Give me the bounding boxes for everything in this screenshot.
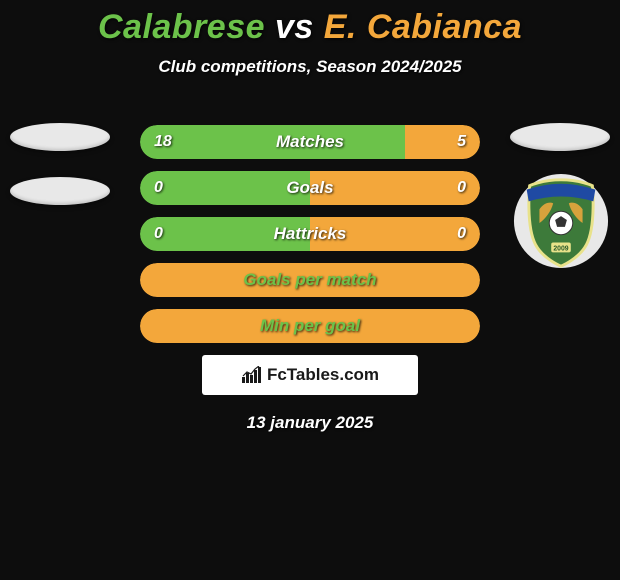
date-label: 13 january 2025 [0,413,620,433]
stat-bar: 00Hattricks [140,217,480,251]
stat-label: Hattricks [140,224,480,244]
bar-chart-icon [241,366,263,384]
stat-label: Matches [140,132,480,152]
stat-label: Min per goal [140,316,480,336]
stat-bar: Goals per match [140,263,480,297]
vs-text: vs [265,8,324,46]
player1-logo-placeholder [10,177,110,205]
stat-label: Goals [140,178,480,198]
comparison-card: Calabrese vs E. Cabianca Club competitio… [0,0,620,433]
player1-name: Calabrese [98,8,265,46]
page-title: Calabrese vs E. Cabianca [0,8,620,47]
stat-bar: 185Matches [140,125,480,159]
player2-name: E. Cabianca [324,8,522,46]
player2-logo-placeholder [510,123,610,151]
fctables-watermark: FcTables.com [202,355,418,395]
stat-bar: Min per goal [140,309,480,343]
club-badge: 2009 [512,172,610,270]
badge-year: 2009 [553,245,568,252]
stat-bar: 00Goals [140,171,480,205]
player1-logo-placeholder [10,123,110,151]
subtitle: Club competitions, Season 2024/2025 [0,57,620,77]
fctables-label: FcTables.com [267,365,379,385]
stat-label: Goals per match [140,270,480,290]
